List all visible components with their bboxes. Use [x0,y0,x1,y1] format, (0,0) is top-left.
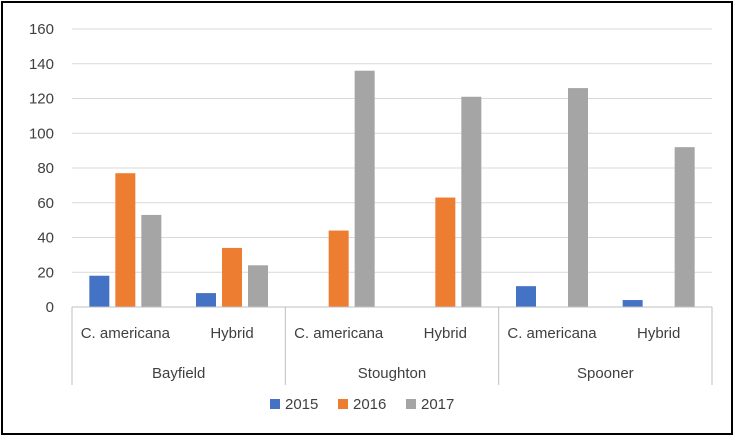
y-tick-label: 60 [37,195,54,212]
bar-2017-c-americana [568,88,588,307]
bar-2015-hybrid [622,300,643,307]
bar-2016-c-americana [328,230,349,307]
bar-2017-hybrid [248,265,268,307]
legend-swatch [406,399,416,409]
y-tick-label: 0 [46,299,54,316]
x-group-label: Bayfield [152,365,205,382]
x-group-label: Stoughton [358,365,426,382]
legend-label: 2015 [285,396,318,413]
legend: 2015 2016 2017 [270,396,454,413]
bar-2017-hybrid [461,96,482,307]
legend-swatch [270,399,280,409]
x-category-label: C. americana [81,325,171,342]
y-tick-label: 120 [29,91,54,108]
x-category-label: C. americana [294,325,384,342]
bar-2015-c-americana [89,275,110,307]
bars [89,70,695,307]
y-axis: 0 20 40 60 80 100 120 140 160 [29,21,54,316]
bar-2016-hybrid [222,247,242,307]
bar-2017-c-americana [354,70,375,307]
bar-2015-hybrid [196,293,216,307]
x-group-label: Spooner [577,365,634,382]
bar-2016-c-americana [115,173,136,307]
bar-2017-c-americana [141,214,162,307]
gridlines [72,28,712,273]
bar-2016-hybrid [435,197,456,307]
bar-2017-hybrid [674,147,695,307]
y-tick-label: 160 [29,21,54,38]
legend-swatch [338,399,348,409]
y-tick-label: 40 [37,230,54,247]
y-tick-label: 100 [29,125,54,142]
y-tick-label: 140 [29,56,54,73]
legend-label: 2016 [353,396,386,413]
x-axis: C. americana Hybrid C. americana Hybrid C. a… [71,306,713,385]
x-category-label: C. americana [507,325,597,342]
y-tick-label: 20 [37,264,54,281]
x-category-label: Hybrid [424,325,467,342]
x-category-label: Hybrid [637,325,680,342]
bar-2015-c-americana [516,286,536,307]
legend-label: 2017 [421,396,454,413]
y-tick-label: 80 [37,160,54,177]
x-category-label: Hybrid [210,325,253,342]
